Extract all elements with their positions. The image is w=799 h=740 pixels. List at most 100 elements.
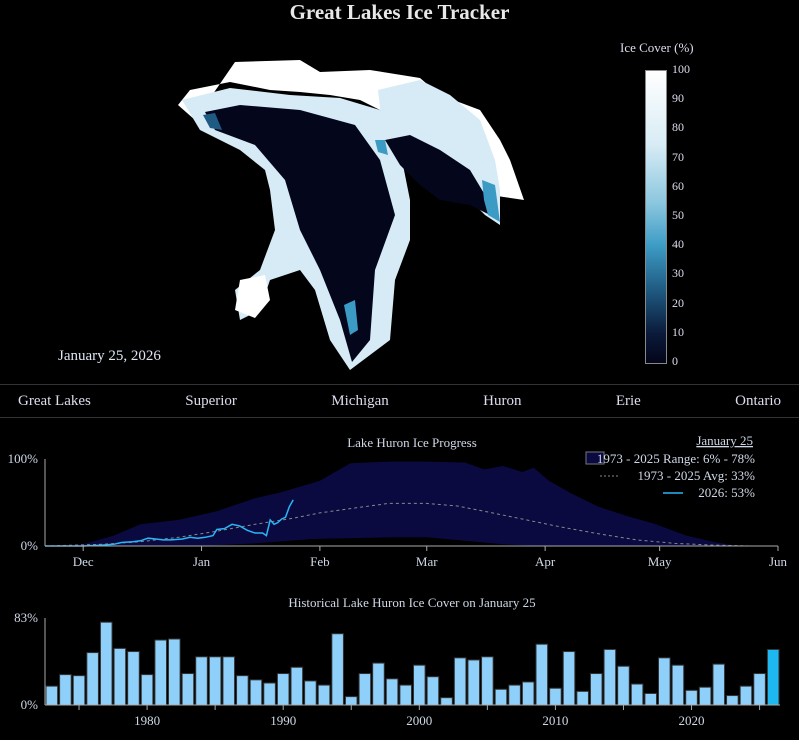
bar-1989 bbox=[263, 682, 276, 706]
bar-1974 bbox=[59, 674, 72, 706]
georgian-bay-open-water bbox=[385, 135, 490, 215]
chart-title: Lake Huron Ice Progress bbox=[347, 435, 477, 450]
bar-1993 bbox=[317, 684, 331, 706]
bar-1997 bbox=[372, 662, 385, 706]
nav-erie[interactable]: Erie bbox=[615, 392, 641, 409]
bar-1976 bbox=[86, 652, 99, 706]
nav-huron[interactable]: Huron bbox=[483, 392, 522, 409]
bar-2000 bbox=[413, 664, 426, 706]
legend-avg: 1973 - 2025 Avg: 33% bbox=[638, 468, 756, 483]
colorbar-title: Ice Cover (%) bbox=[620, 40, 694, 55]
bar-2024 bbox=[739, 685, 753, 706]
bar-1998 bbox=[385, 678, 399, 706]
bar-2006 bbox=[494, 688, 508, 706]
bar-2021 bbox=[698, 686, 712, 706]
colorbar-tick: 20 bbox=[672, 295, 684, 310]
x-tick-label: Jan bbox=[193, 554, 211, 569]
x-tick-label: 2020 bbox=[679, 713, 705, 728]
bar-1982 bbox=[168, 638, 181, 706]
nav-great-lakes[interactable]: Great Lakes bbox=[18, 392, 91, 409]
x-tick-label: May bbox=[648, 554, 672, 569]
bar-2008 bbox=[521, 681, 535, 706]
colorbar-tick: 80 bbox=[672, 120, 684, 135]
page-title: Great Lakes Ice Tracker bbox=[289, 0, 510, 24]
lake-huron-open-water bbox=[205, 105, 395, 362]
bar-2026 bbox=[766, 648, 780, 706]
lake-huron-white-ice bbox=[235, 275, 270, 318]
colorbar-tick: 0 bbox=[672, 354, 678, 368]
bar-2022 bbox=[712, 663, 726, 706]
bar-2007 bbox=[508, 684, 521, 706]
ice-progress-chart: Lake Huron Ice Progress 100% 0% Dec Jan Fe… bbox=[8, 433, 788, 569]
lake-nav: Great Lakes Superior Michigan Huron Erie… bbox=[0, 384, 799, 418]
range-area bbox=[45, 461, 778, 546]
bar-1986 bbox=[222, 656, 236, 706]
bar-1990 bbox=[276, 673, 290, 706]
bar-2023 bbox=[726, 695, 739, 706]
map-date: January 25, 2026 bbox=[58, 348, 161, 364]
bar-1992 bbox=[304, 680, 317, 706]
colorbar-tick: 40 bbox=[672, 237, 684, 252]
colorbar-tick: 30 bbox=[672, 266, 684, 281]
x-tick-label: Dec bbox=[73, 554, 94, 569]
bar-2003 bbox=[453, 657, 467, 706]
bar-1979 bbox=[127, 651, 140, 706]
bar-2019 bbox=[671, 664, 685, 706]
x-tick-label: Mar bbox=[416, 554, 438, 569]
bar-1985 bbox=[208, 656, 222, 706]
bar-2017 bbox=[644, 692, 658, 706]
x-tick-label: 1980 bbox=[134, 713, 160, 728]
bar-1984 bbox=[195, 656, 208, 706]
y-tick-label: 0% bbox=[21, 697, 39, 712]
bar-2004 bbox=[467, 659, 481, 706]
bar-1981 bbox=[154, 639, 167, 706]
bar-2009 bbox=[535, 643, 549, 706]
colorbar-tick: 60 bbox=[672, 178, 684, 193]
legend-range-swatch bbox=[585, 451, 605, 465]
y-tick-label: 100% bbox=[8, 451, 39, 466]
historical-bar-chart: Historical Lake Huron Ice Cover on Janua… bbox=[14, 595, 780, 728]
ice-map bbox=[178, 60, 524, 370]
legend-current: 2026: 53% bbox=[698, 485, 755, 500]
y-tick-label: 83% bbox=[14, 610, 38, 625]
nav-superior[interactable]: Superior bbox=[185, 392, 237, 409]
thin-ice-patch bbox=[482, 180, 500, 222]
thin-ice-patch bbox=[375, 140, 388, 155]
bar-2001 bbox=[426, 676, 440, 706]
legend-header: January 25 bbox=[696, 433, 753, 448]
colorbar-tick: 100 bbox=[672, 62, 690, 76]
nav-ontario[interactable]: Ontario bbox=[735, 392, 781, 409]
bar-2011 bbox=[562, 651, 576, 706]
bar-2015 bbox=[617, 665, 630, 706]
legend-range: 1973 - 2025 Range: 6% - 78% bbox=[597, 451, 755, 466]
current-year-line bbox=[45, 499, 294, 547]
avg-line bbox=[44, 502, 778, 547]
x-tick-label: Feb bbox=[310, 554, 330, 569]
x-tick-label: 1990 bbox=[270, 713, 296, 728]
bar-2025 bbox=[753, 673, 766, 706]
x-tick-label: Jun bbox=[769, 554, 788, 569]
bar-1980 bbox=[140, 674, 154, 706]
bar-1987 bbox=[236, 675, 249, 706]
x-tick-label: 2010 bbox=[542, 713, 568, 728]
bar-1983 bbox=[181, 673, 195, 706]
bar-2013 bbox=[589, 673, 603, 706]
thin-ice-patch bbox=[344, 300, 358, 335]
colorbar-tick: 50 bbox=[672, 208, 684, 222]
nav-michigan[interactable]: Michigan bbox=[331, 392, 389, 409]
y-tick-label: 0% bbox=[21, 538, 39, 553]
bar-2005 bbox=[481, 656, 494, 706]
x-tick-label: Apr bbox=[535, 554, 556, 569]
bar-2020 bbox=[685, 689, 698, 706]
bar-1996 bbox=[358, 673, 372, 706]
bar-1999 bbox=[399, 684, 412, 706]
bar-2014 bbox=[603, 648, 617, 706]
colorbar-tick: 90 bbox=[672, 91, 684, 106]
colorbar bbox=[645, 70, 667, 364]
bar-1988 bbox=[249, 679, 263, 706]
bar-1973 bbox=[45, 685, 59, 706]
bar-2018 bbox=[658, 657, 671, 706]
bar-1995 bbox=[344, 696, 358, 706]
bar-1978 bbox=[113, 647, 127, 706]
colorbar-tick: 10 bbox=[672, 324, 684, 339]
